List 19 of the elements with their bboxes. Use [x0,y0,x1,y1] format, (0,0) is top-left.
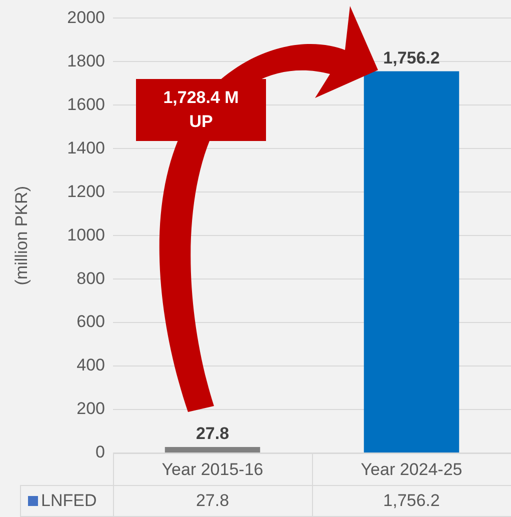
y-tick-label: 600 [76,312,105,332]
y-tick-label: 1600 [67,94,105,114]
y-tick-label: 0 [96,442,105,462]
text: LNFED [41,491,97,510]
y-tick-label: 1000 [67,225,105,244]
data-label: 27.8 [196,491,230,510]
y-tick-label: 2000 [67,8,105,27]
data-label: 1,756.2 [383,491,440,510]
x-tick-label: Year 2015-16 [162,460,264,479]
y-tick-label: 400 [76,356,105,375]
y-axis-title: (million PKR) [12,186,31,286]
y-tick-label: 1800 [67,51,105,70]
y-tick-label: 800 [76,268,105,288]
x-tick-label: Year 2024-25 [360,460,462,479]
y-tick-label: 200 [76,399,105,418]
text: 1,756.2 [383,48,440,68]
y-tick-label: 1200 [67,182,105,201]
text: 27.8 [196,424,230,444]
y-tick-label: 1400 [67,138,105,158]
